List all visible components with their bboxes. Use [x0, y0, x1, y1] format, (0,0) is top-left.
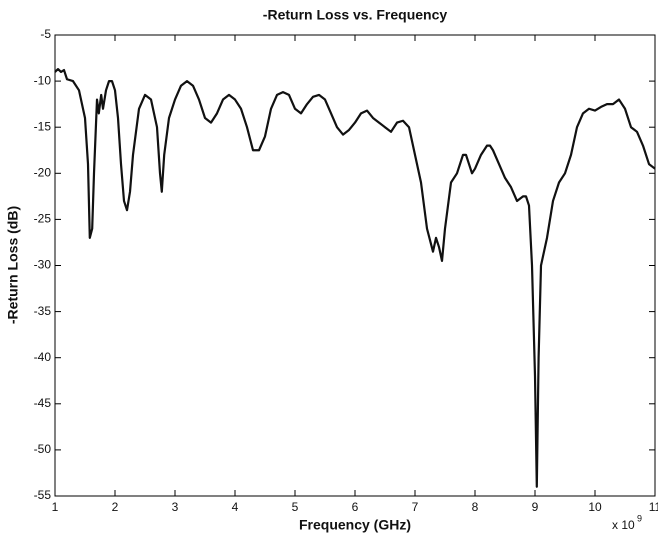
x-tick-label: 10: [588, 500, 602, 514]
y-tick-label: -15: [34, 119, 52, 133]
data-line: [54, 68, 656, 488]
x-axis-label: Frequency (GHz): [299, 517, 411, 533]
plot-frame: [54, 34, 656, 497]
x-tick-label: 8: [472, 500, 479, 514]
x-tick-label: 7: [412, 500, 419, 514]
x-scale-label: x 10: [612, 518, 635, 532]
x-tick-label: 5: [292, 500, 299, 514]
x-tick-label: 6: [352, 500, 359, 514]
y-tick-label: -40: [34, 350, 52, 364]
x-tick-label: 9: [532, 500, 539, 514]
x-tick-label: 4: [232, 500, 239, 514]
y-tick-label: -25: [34, 212, 52, 226]
y-tick-label: -30: [34, 258, 52, 272]
y-tick-label: -35: [34, 304, 52, 318]
x-scale-exponent: 9: [637, 513, 642, 523]
x-tick-label: 1: [52, 500, 59, 514]
y-tick-label: -55: [34, 488, 52, 502]
y-tick-label: -10: [34, 73, 52, 87]
y-tick-label: -50: [34, 442, 52, 456]
y-tick-label: -5: [40, 27, 51, 41]
x-tick-label: 11: [649, 500, 658, 514]
y-axis-label: -Return Loss (dB): [5, 206, 21, 324]
y-tick-label: -45: [34, 396, 52, 410]
x-tick-label: 2: [112, 500, 119, 514]
y-tick-label: -20: [34, 165, 52, 179]
x-tick-label: 3: [172, 500, 179, 514]
chart-title: -Return Loss vs. Frequency: [263, 7, 448, 23]
